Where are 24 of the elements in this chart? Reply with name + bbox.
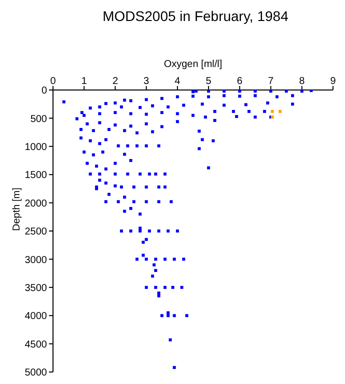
y-axis-title: Depth [m] [12, 187, 23, 231]
x-tick-label: 7 [268, 76, 274, 87]
x-tick-label: 4 [174, 76, 181, 87]
x-axis-title: Oxygen [ml/l] [164, 59, 222, 70]
x-tick-label: 8 [299, 76, 306, 87]
y-tick-label: 4000 [24, 311, 48, 322]
x-tick-label: 0 [50, 76, 56, 87]
y-tick-label: 1500 [24, 170, 48, 182]
x-tick-label: 9 [330, 76, 336, 87]
y-tick-label: 2500 [24, 226, 48, 238]
y-tick-label: 5000 [24, 368, 48, 379]
x-tick-label: 5 [206, 76, 212, 87]
x-tick-label: 1 [81, 76, 88, 87]
y-tick-label: 3500 [24, 282, 48, 294]
y-tick-label: 1000 [24, 142, 48, 153]
x-tick-label: 3 [144, 76, 150, 87]
y-tick-label: 4500 [24, 339, 48, 350]
y-tick-label: 2000 [24, 198, 48, 210]
y-tick-label: 0 [41, 86, 48, 97]
y-tick-label: 3000 [24, 254, 48, 266]
chart-title: MODS2005 in February, 1984 [102, 8, 290, 24]
x-tick-label: 6 [236, 76, 243, 87]
y-tick-label: 500 [30, 114, 48, 125]
x-tick-label: 2 [112, 76, 118, 87]
